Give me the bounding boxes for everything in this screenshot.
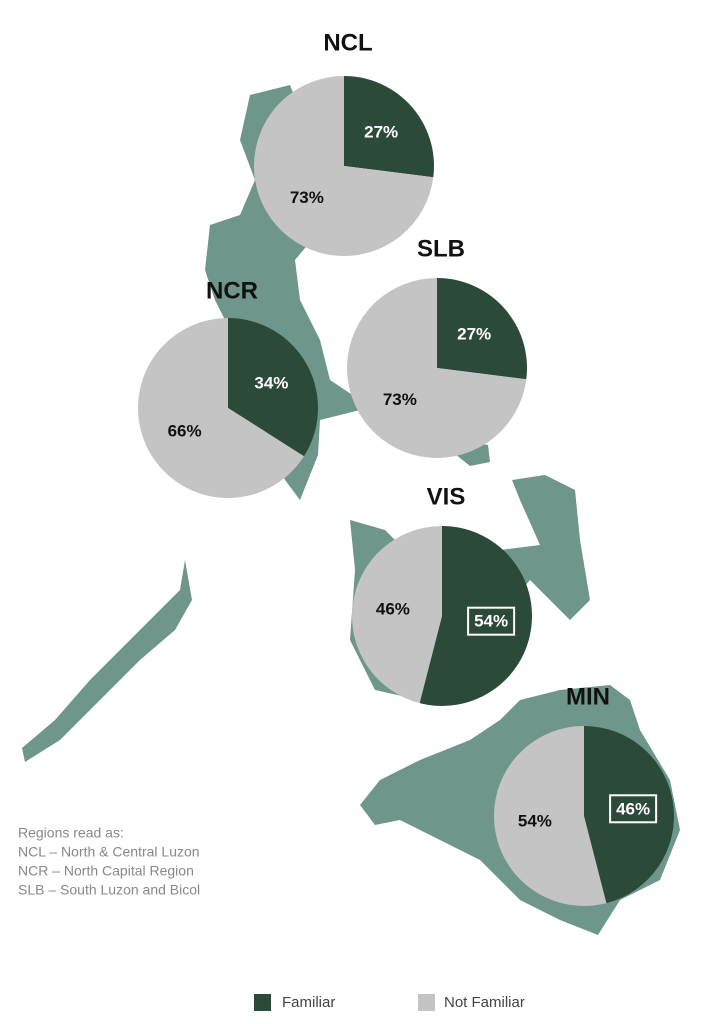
value-label: 73% <box>383 390 417 409</box>
pie-title: MIN <box>566 683 610 710</box>
value-label: 73% <box>290 188 324 207</box>
pie-title: VIS <box>427 483 466 510</box>
value-label: 66% <box>168 421 202 440</box>
pie-slice <box>584 726 674 904</box>
value-label: 54% <box>518 812 552 831</box>
pie-slice <box>437 278 527 380</box>
value-label: 46% <box>376 599 410 618</box>
legend-swatch <box>254 994 271 1011</box>
note-line: NCR – North Capital Region <box>18 863 194 879</box>
label-box <box>467 606 516 636</box>
pie-slice <box>253 76 434 256</box>
value-label: 27% <box>457 325 491 344</box>
palawan <box>22 560 192 762</box>
pie-title: SLB <box>417 235 465 262</box>
pie-slice <box>344 76 434 178</box>
value-label: 27% <box>364 123 398 142</box>
note-line: SLB – South Luzon and Bicol <box>18 882 200 898</box>
value-label: 46% <box>616 799 650 818</box>
legend-label: Familiar <box>282 994 335 1011</box>
pie-slice <box>419 526 532 706</box>
pie-title: NCL <box>323 29 372 56</box>
pie-slice <box>352 526 442 704</box>
pie-slice <box>494 726 607 906</box>
legend-label: Not Familiar <box>444 994 525 1011</box>
legend-swatch <box>418 994 435 1011</box>
pie-slice <box>347 278 527 458</box>
note-line: Regions read as: <box>18 825 124 841</box>
value-label: 54% <box>474 612 508 631</box>
label-box <box>609 794 658 824</box>
pie-slice <box>228 318 318 457</box>
value-label: 34% <box>254 374 288 393</box>
note-line: NCL – North & Central Luzon <box>18 844 200 860</box>
pie-slice <box>138 318 304 498</box>
note: Regions read as: NCL – North & Central Lu… <box>18 825 200 898</box>
pie-title: NCR <box>206 277 258 304</box>
